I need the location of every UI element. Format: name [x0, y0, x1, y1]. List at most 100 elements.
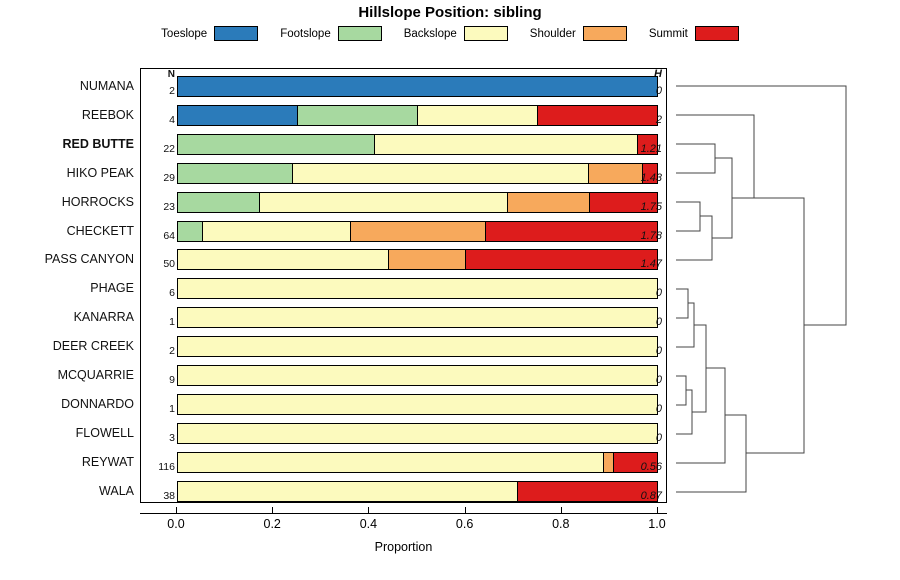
row-h-value: 0 — [655, 345, 662, 358]
bar-segment-toeslope[interactable] — [178, 77, 657, 96]
bar-segment-summit[interactable] — [641, 163, 657, 183]
bar-segment-shoulder[interactable] — [588, 163, 642, 183]
bar-segment-footslope[interactable] — [178, 134, 374, 154]
legend-item-toeslope: Toeslope — [161, 26, 259, 41]
bar-segment-footslope[interactable] — [178, 221, 202, 241]
x-axis-tick — [368, 507, 370, 514]
bar-segment-shoulder[interactable] — [387, 250, 466, 270]
row-n-value: 1 — [169, 402, 175, 415]
legend-swatch-toeslope — [214, 26, 259, 41]
legend-item-shoulder: Shoulder — [530, 26, 627, 41]
stacked-bar[interactable] — [177, 393, 658, 415]
stacked-bar[interactable] — [177, 278, 658, 300]
bar-segment-summit[interactable] — [517, 481, 657, 501]
bar-segment-toeslope[interactable] — [178, 105, 297, 125]
bar-segment-shoulder[interactable] — [350, 221, 485, 241]
legend-label: Toeslope — [161, 27, 208, 40]
stacked-bar[interactable] — [177, 365, 658, 386]
bar-segment-summit[interactable] — [589, 192, 657, 212]
bar-segment-backslope[interactable] — [178, 337, 657, 357]
row-n-value: 2 — [169, 345, 175, 358]
bar-segment-backslope[interactable] — [292, 163, 589, 183]
bar-segment-backslope[interactable] — [417, 105, 537, 125]
x-axis-tick-label: 0.2 — [263, 517, 281, 531]
legend-swatch-footslope — [337, 26, 382, 41]
bar-segment-backslope[interactable] — [178, 308, 657, 328]
x-axis-tick-label: 0.4 — [359, 517, 378, 531]
bar-segment-summit[interactable] — [537, 105, 657, 125]
bar-segment-shoulder[interactable] — [507, 192, 590, 212]
stacked-bar[interactable] — [177, 220, 658, 242]
y-axis-label-numana: NUMANA — [79, 79, 134, 93]
x-axis: 0.0 0.2 0.4 0.6 0.8 1.0 — [140, 503, 667, 543]
stacked-bar[interactable] — [177, 249, 658, 271]
bar-segment-summit[interactable] — [636, 134, 657, 154]
stacked-bar[interactable] — [177, 76, 658, 97]
legend-swatch-shoulder — [582, 26, 627, 41]
stacked-bar[interactable] — [177, 162, 658, 184]
x-axis-title: Proportion — [374, 540, 433, 554]
bar-segment-backslope[interactable] — [258, 192, 508, 212]
stacked-bar[interactable] — [177, 133, 658, 155]
bar-segment-footslope[interactable] — [297, 105, 417, 125]
stacked-bar[interactable] — [177, 336, 658, 358]
row-h-value: 1.75 — [640, 200, 662, 213]
stacked-bar[interactable] — [177, 307, 658, 329]
y-axis-label-donnardo: DONNARDO — [61, 396, 134, 411]
bar-segment-shoulder[interactable] — [602, 452, 614, 472]
x-axis-tick-label: 0.0 — [167, 517, 185, 531]
y-axis-label-horrocks: HORROCKS — [61, 194, 134, 209]
y-axis-label-wala: WALA — [99, 483, 134, 498]
bar-segment-backslope[interactable] — [178, 423, 657, 443]
bar-segment-summit[interactable] — [465, 250, 657, 270]
stacked-bar[interactable] — [177, 191, 658, 213]
row-n-value: 6 — [169, 287, 175, 300]
bar-segment-backslope[interactable] — [201, 221, 351, 241]
y-axis-label-deer-creek: DEER CREEK — [52, 339, 134, 354]
legend-label: Backslope — [403, 27, 457, 40]
row-h-value: 1.21 — [640, 142, 662, 155]
plot-panel: N H 2 0 4 2 22 1.21 29 1.43 23 1.75 64 1.78 50 1.47 6 0 1 0… — [140, 68, 667, 503]
bar-segment-footslope[interactable] — [178, 192, 259, 212]
bar-segment-summit[interactable] — [613, 452, 657, 472]
bar-segment-summit[interactable] — [484, 221, 657, 241]
legend-label: Shoulder — [529, 27, 576, 40]
stacked-bar[interactable] — [177, 451, 658, 473]
row-n-value: 9 — [169, 374, 175, 386]
y-axis-label-pass-canyon: PASS CANYON — [44, 252, 134, 267]
y-axis-labels: NUMANA REEBOK RED BUTTE HIKO PEAK HORROCKS CH… — [0, 68, 134, 503]
bar-segment-backslope[interactable] — [178, 394, 657, 414]
stacked-bar[interactable] — [177, 422, 658, 444]
bar-segment-footslope[interactable] — [178, 163, 293, 183]
row-h-value: 2 — [655, 113, 662, 126]
row-h-value: 0 — [655, 287, 662, 300]
row-n-value: 116 — [158, 460, 175, 473]
row-n-value: 50 — [163, 258, 175, 271]
bar-segment-backslope[interactable] — [373, 134, 637, 154]
row-n-value: 2 — [169, 85, 175, 97]
stacked-bar[interactable] — [177, 480, 658, 502]
legend-swatch-summit — [694, 26, 739, 41]
y-axis-label-red-butte: RED BUTTE — [62, 136, 134, 151]
legend-label: Footslope — [280, 27, 331, 40]
stacked-bar[interactable] — [177, 104, 658, 126]
y-axis-label-flowell: FLOWELL — [75, 425, 134, 440]
x-axis-tick-label: 0.6 — [455, 517, 474, 531]
row-n-value: 4 — [169, 113, 175, 126]
bar-segment-backslope[interactable] — [178, 279, 657, 299]
legend-item-summit: Summit — [649, 26, 739, 41]
y-axis-label-reywat: REYWAT — [81, 454, 134, 469]
y-axis-label-kanarra: KANARRA — [73, 310, 134, 325]
bar-segment-backslope[interactable] — [178, 366, 657, 385]
bar-segment-backslope[interactable] — [178, 250, 388, 270]
x-axis-tick — [464, 507, 466, 514]
row-n-value: 3 — [169, 431, 175, 444]
row-h-value: 1.47 — [640, 258, 662, 271]
bar-segment-backslope[interactable] — [178, 481, 518, 501]
y-axis-label-mcquarrie: MCQUARRIE — [57, 368, 134, 382]
row-h-value: 0.56 — [640, 460, 662, 473]
bar-segment-backslope[interactable] — [178, 452, 603, 472]
row-h-value: 0 — [655, 85, 662, 97]
y-axis-label-hiko-peak: HIKO PEAK — [66, 165, 134, 180]
